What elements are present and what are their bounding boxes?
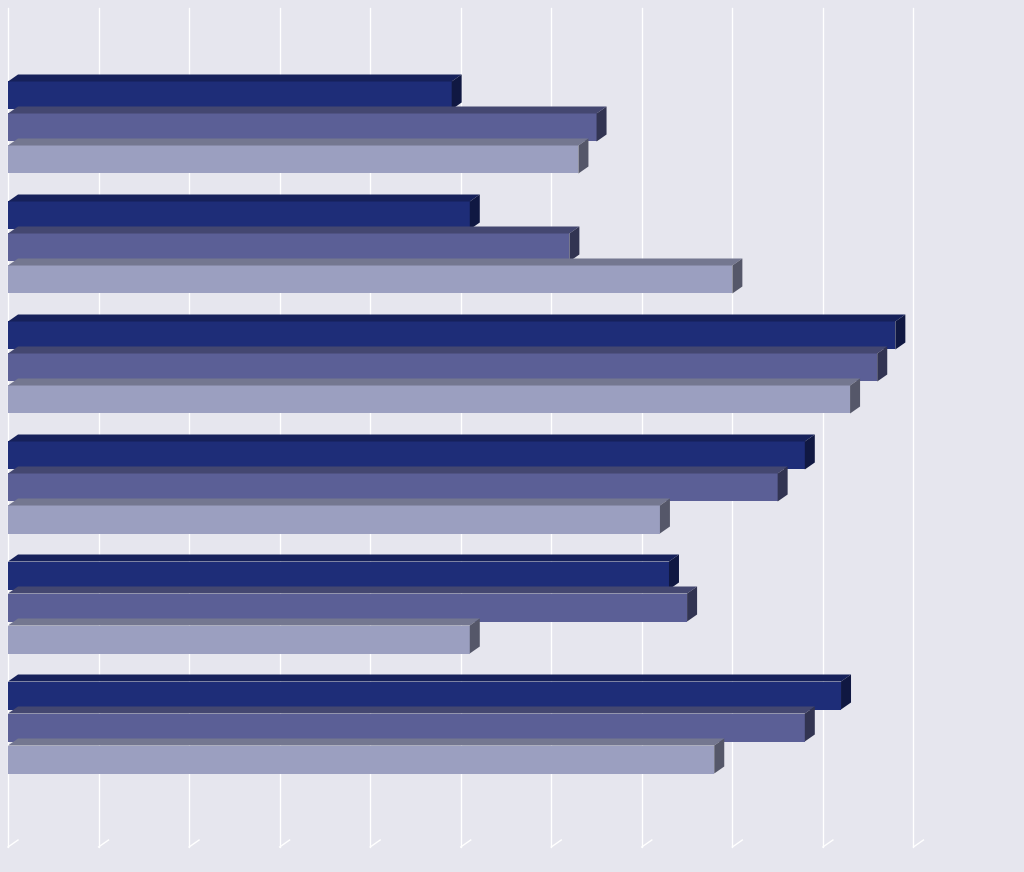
Polygon shape — [8, 146, 579, 174]
Polygon shape — [452, 74, 462, 110]
Polygon shape — [597, 106, 606, 141]
Polygon shape — [8, 385, 850, 413]
Polygon shape — [8, 322, 895, 350]
Polygon shape — [805, 434, 815, 469]
Polygon shape — [569, 227, 580, 262]
Polygon shape — [8, 227, 580, 234]
Polygon shape — [8, 315, 905, 322]
Polygon shape — [8, 746, 715, 773]
Polygon shape — [470, 194, 480, 229]
Polygon shape — [8, 682, 841, 710]
Polygon shape — [579, 139, 589, 174]
Polygon shape — [732, 258, 742, 294]
Polygon shape — [878, 346, 887, 381]
Polygon shape — [8, 353, 878, 381]
Polygon shape — [8, 594, 687, 622]
Polygon shape — [8, 675, 851, 682]
Polygon shape — [8, 441, 805, 469]
Polygon shape — [8, 618, 480, 625]
Polygon shape — [8, 258, 742, 265]
Polygon shape — [659, 499, 670, 534]
Polygon shape — [669, 555, 679, 589]
Polygon shape — [8, 706, 815, 713]
Polygon shape — [8, 265, 732, 294]
Polygon shape — [8, 562, 669, 589]
Polygon shape — [8, 625, 470, 653]
Polygon shape — [470, 618, 480, 653]
Polygon shape — [8, 81, 452, 110]
Polygon shape — [8, 139, 589, 146]
Polygon shape — [8, 467, 787, 473]
Polygon shape — [8, 434, 815, 441]
Polygon shape — [8, 113, 597, 141]
Polygon shape — [8, 378, 860, 385]
Polygon shape — [8, 201, 470, 229]
Polygon shape — [8, 506, 659, 534]
Polygon shape — [8, 74, 462, 81]
Polygon shape — [8, 346, 887, 353]
Polygon shape — [8, 713, 805, 741]
Polygon shape — [8, 473, 777, 501]
Polygon shape — [687, 587, 697, 622]
Polygon shape — [895, 315, 905, 350]
Polygon shape — [777, 467, 787, 501]
Polygon shape — [8, 499, 670, 506]
Polygon shape — [805, 706, 815, 741]
Polygon shape — [8, 587, 697, 594]
Polygon shape — [715, 739, 724, 773]
Polygon shape — [850, 378, 860, 413]
Polygon shape — [8, 194, 480, 201]
Polygon shape — [8, 739, 724, 746]
Polygon shape — [8, 555, 679, 562]
Polygon shape — [841, 675, 851, 710]
Polygon shape — [8, 106, 606, 113]
Polygon shape — [8, 234, 569, 262]
